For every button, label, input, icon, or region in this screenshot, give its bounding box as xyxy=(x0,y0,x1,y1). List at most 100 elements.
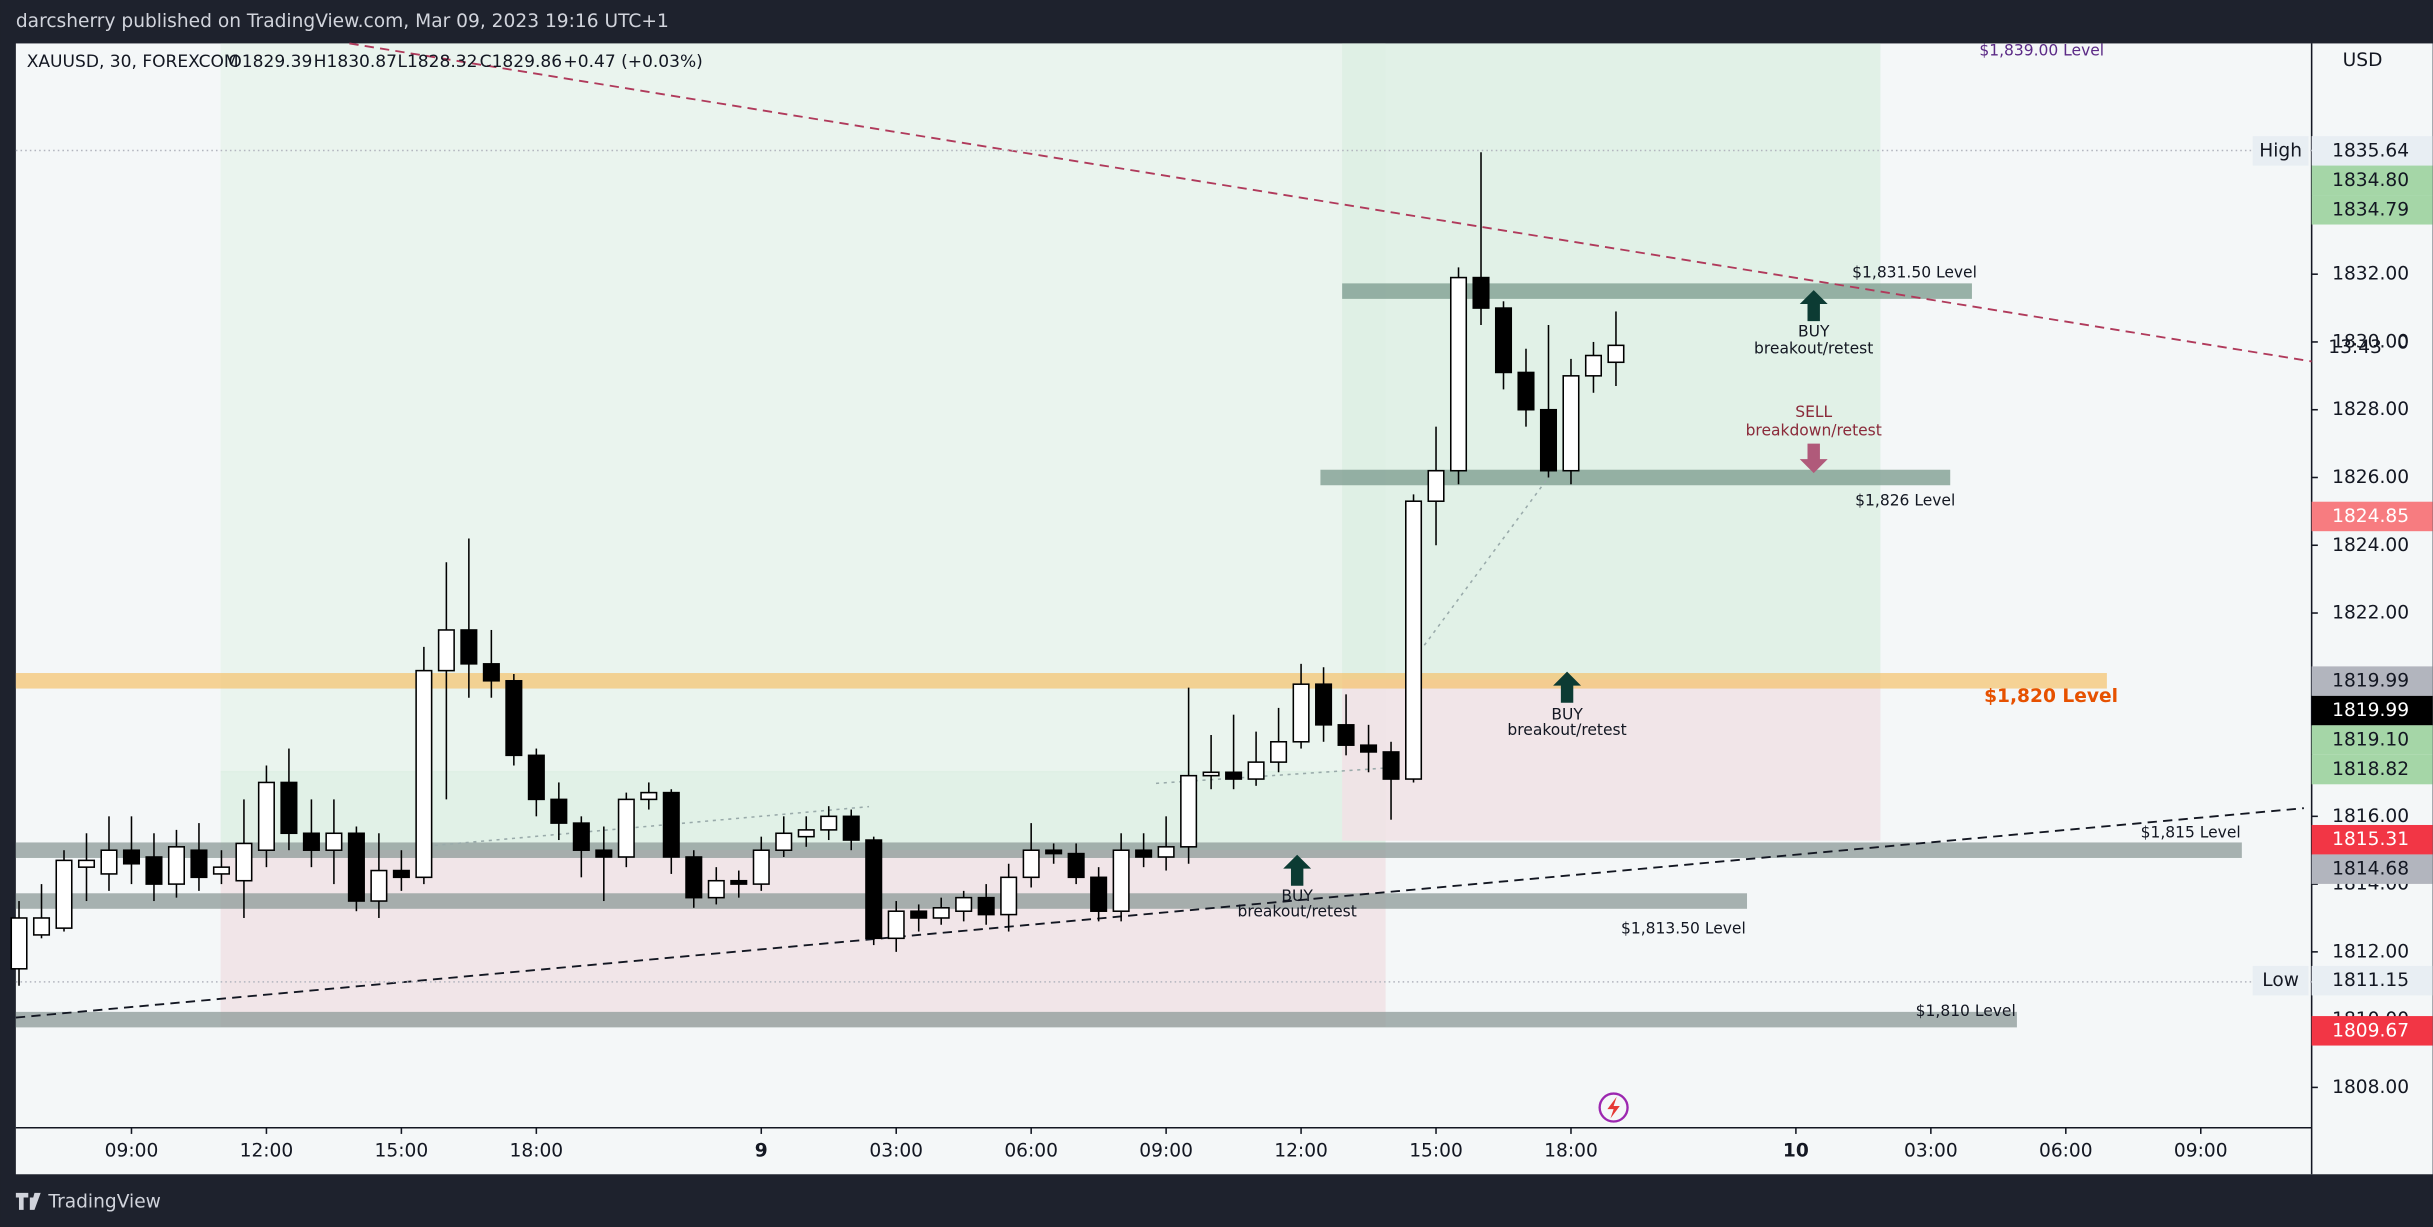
candle-body xyxy=(1494,307,1513,374)
price-tag-label: 1818.82 xyxy=(2332,759,2409,780)
price-tag xyxy=(2311,195,2433,225)
zone xyxy=(220,43,1386,773)
y-tick-label: 1826.00 xyxy=(2332,467,2409,488)
x-tick-label: 18:00 xyxy=(1544,1140,1598,1161)
annotation: breakout/retest xyxy=(1238,903,1357,921)
price-tag xyxy=(2311,754,2433,785)
candle-body xyxy=(392,869,410,879)
candle-body xyxy=(212,866,230,875)
price-tag xyxy=(2311,695,2433,726)
candle-body xyxy=(887,910,905,940)
candle-body xyxy=(550,798,568,824)
candle-body xyxy=(145,856,163,885)
candle-body xyxy=(1360,744,1378,753)
price-tag-label: 1814.68 xyxy=(2332,859,2409,880)
x-tick-label: 06:00 xyxy=(2039,1140,2093,1161)
time-axis-bg xyxy=(15,1127,2312,1175)
candle-body xyxy=(370,869,388,902)
candle-body xyxy=(617,798,635,858)
price-tag xyxy=(2311,1016,2433,1046)
candle-body xyxy=(415,669,433,879)
price-tag xyxy=(2311,824,2433,855)
x-tick-label: 06:00 xyxy=(1004,1140,1058,1161)
price-tag xyxy=(2311,965,2433,996)
candle-body xyxy=(1584,354,1603,377)
sell-arrow xyxy=(1799,443,1828,474)
buy-arrow xyxy=(1799,290,1828,322)
price-tag-label: 1834.79 xyxy=(2332,199,2409,220)
candle-body xyxy=(1562,375,1580,472)
candle-body xyxy=(842,815,860,841)
level-zone xyxy=(15,1011,2017,1028)
candle-body xyxy=(775,832,793,851)
candle-body xyxy=(122,849,141,865)
price-tag xyxy=(2311,854,2433,884)
side-tag xyxy=(2252,136,2309,166)
candle-body xyxy=(1472,276,1490,309)
price-tag-label: 1815.31 xyxy=(2332,829,2409,850)
price-tag-label: 1819.10 xyxy=(2332,730,2409,751)
level-label: $1,826 Level xyxy=(1855,492,1955,510)
level-zone xyxy=(15,673,2107,689)
candle-body xyxy=(1157,846,1175,858)
trend-line xyxy=(15,807,2304,1019)
annotation: BUY xyxy=(1281,887,1313,905)
symbol: XAUUSD, 30, FOREXCOM xyxy=(27,52,239,72)
candle-body xyxy=(1225,771,1243,780)
candle-body xyxy=(1607,344,1625,364)
candle-body xyxy=(1112,849,1130,912)
price-tag-label: 1819.99 xyxy=(2332,700,2409,721)
candle-body xyxy=(1202,771,1220,777)
ohlc: +0.47 (+0.03%) xyxy=(563,52,702,72)
candle-body xyxy=(1270,741,1288,763)
x-tick-label: 9 xyxy=(755,1140,768,1161)
candle-body xyxy=(100,849,118,875)
candle-body xyxy=(1022,849,1040,879)
price-tag-label: 1809.67 xyxy=(2332,1020,2409,1041)
candle-body xyxy=(1315,683,1333,726)
candle-body xyxy=(595,849,613,858)
buy-arrow xyxy=(1283,854,1312,886)
price-tag-label: 1819.99 xyxy=(2332,671,2409,692)
candle-body xyxy=(707,879,725,899)
candle-body xyxy=(910,910,928,919)
price-tag-label: 1824.85 xyxy=(2332,506,2409,527)
y-tick-label: 1808.00 xyxy=(2332,1077,2409,1098)
candle-body xyxy=(797,829,815,838)
level-zone xyxy=(1342,283,1972,299)
annotation: breakout/retest xyxy=(1754,340,1873,358)
alert-icon[interactable] xyxy=(1598,1092,1629,1123)
candle-body xyxy=(640,791,658,801)
level-zone xyxy=(1320,469,1951,486)
dotted-line xyxy=(1419,472,1553,652)
y-tick-label: 1812.00 xyxy=(2332,941,2409,962)
countdown: 0 xyxy=(2397,332,2409,353)
published: darcsherry published on TradingView.com,… xyxy=(16,11,669,32)
candle-body xyxy=(235,842,253,882)
x-tick-label: 15:00 xyxy=(375,1140,429,1161)
logo xyxy=(15,1192,41,1210)
candle-body xyxy=(505,680,523,757)
candle-body xyxy=(325,832,343,851)
x-tick-label: 18:00 xyxy=(510,1140,564,1161)
candle-body xyxy=(1067,852,1085,879)
candle-body xyxy=(1337,724,1355,746)
ohlc: L1828.32 xyxy=(397,52,477,72)
brand: TradingView xyxy=(47,1192,160,1213)
candle-body xyxy=(662,791,680,858)
x-tick-label: 15:00 xyxy=(1409,1140,1463,1161)
candle-body xyxy=(752,849,770,885)
candle-body xyxy=(730,879,748,885)
candle-body xyxy=(257,781,275,851)
candle-body xyxy=(280,781,298,835)
x-tick-label: 10 xyxy=(1783,1140,1809,1161)
candle-body xyxy=(32,917,51,936)
y-tick-label: 1816.00 xyxy=(2332,806,2409,827)
candle-body xyxy=(302,832,320,851)
price-tag-label: 1835.64 xyxy=(2332,140,2409,161)
candle-body xyxy=(460,629,478,665)
level-label: $1,815 Level xyxy=(2141,823,2241,841)
price-tag xyxy=(2311,725,2433,755)
level-label: $1,820 Level xyxy=(1984,686,2118,707)
x-tick-label: 03:00 xyxy=(1904,1140,1958,1161)
